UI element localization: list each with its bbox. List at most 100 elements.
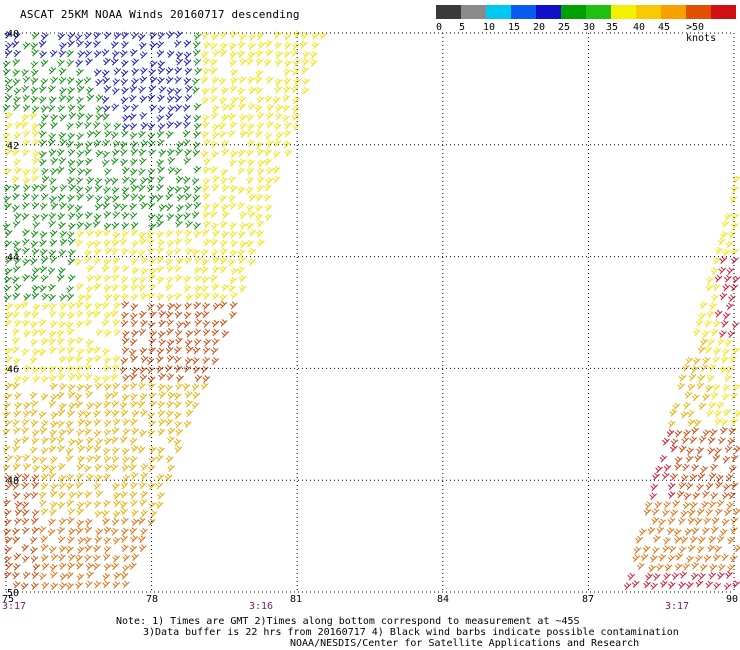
wind-barb bbox=[120, 517, 129, 525]
wind-barb bbox=[246, 113, 255, 122]
wind-barb bbox=[76, 193, 84, 201]
wind-barb bbox=[120, 490, 128, 499]
wind-barb bbox=[21, 212, 30, 221]
wind-barb bbox=[13, 131, 22, 140]
wind-barb bbox=[130, 148, 139, 156]
wind-barb bbox=[275, 50, 283, 59]
wind-barb bbox=[131, 77, 139, 86]
wind-barb bbox=[3, 293, 12, 302]
wind-barb bbox=[157, 239, 165, 247]
wind-barb bbox=[4, 77, 13, 86]
wind-barb bbox=[139, 392, 148, 401]
wind-barb bbox=[710, 491, 719, 500]
wind-barb bbox=[112, 418, 121, 426]
wind-barb bbox=[156, 130, 165, 138]
wind-barb bbox=[57, 104, 66, 113]
wind-barb bbox=[59, 87, 67, 95]
wind-barb bbox=[59, 138, 68, 147]
wind-barb bbox=[184, 202, 193, 211]
wind-barb bbox=[77, 293, 86, 302]
wind-barb bbox=[40, 482, 49, 490]
wind-barb bbox=[675, 552, 684, 561]
wind-barb bbox=[31, 48, 39, 57]
wind-barb bbox=[257, 239, 265, 247]
wind-barb bbox=[238, 158, 246, 167]
wind-barb bbox=[211, 131, 220, 140]
wind-barb bbox=[246, 129, 254, 138]
wind-barb bbox=[221, 86, 229, 95]
wind-barb bbox=[59, 238, 68, 246]
wind-barb bbox=[175, 428, 184, 436]
wind-barb bbox=[165, 283, 173, 291]
wind-barb bbox=[14, 375, 22, 383]
wind-barb bbox=[165, 229, 174, 238]
wind-barb bbox=[129, 131, 138, 140]
wind-barb bbox=[2, 68, 11, 76]
wind-barb bbox=[129, 211, 138, 220]
wind-barb bbox=[49, 508, 57, 517]
wind-barb bbox=[711, 526, 719, 534]
wind-barb bbox=[203, 238, 212, 247]
wind-barb bbox=[111, 221, 120, 230]
wind-barb bbox=[67, 237, 76, 246]
wind-barb bbox=[265, 177, 274, 185]
wind-barb bbox=[662, 437, 670, 446]
wind-barb bbox=[103, 210, 112, 219]
wind-barb bbox=[174, 237, 183, 246]
wind-barb bbox=[59, 202, 67, 210]
wind-barb bbox=[20, 301, 29, 309]
wind-barb bbox=[185, 399, 193, 408]
wind-barb bbox=[110, 40, 119, 49]
wind-barb bbox=[662, 509, 670, 517]
wind-barb bbox=[84, 427, 92, 436]
wind-barb bbox=[77, 546, 85, 554]
wind-barb bbox=[203, 338, 212, 347]
wind-barb bbox=[706, 374, 715, 383]
wind-barb bbox=[31, 193, 39, 202]
wind-barb bbox=[95, 78, 103, 87]
wind-barb bbox=[229, 51, 238, 59]
wind-barb bbox=[202, 192, 211, 201]
wind-barb bbox=[229, 230, 238, 239]
wind-barb bbox=[128, 113, 137, 121]
wind-barb bbox=[58, 481, 67, 490]
wind-barb bbox=[4, 318, 13, 327]
wind-barb bbox=[67, 409, 75, 418]
wind-barb bbox=[49, 49, 58, 58]
wind-barb bbox=[14, 121, 23, 130]
wind-barb bbox=[237, 50, 246, 59]
wind-barb bbox=[678, 517, 686, 526]
wind-barb bbox=[158, 372, 167, 381]
wind-barb bbox=[701, 330, 710, 339]
wind-barb bbox=[192, 365, 201, 374]
wind-barb bbox=[714, 545, 722, 553]
wind-barb bbox=[707, 436, 716, 445]
wind-barb bbox=[708, 571, 717, 580]
wind-barb bbox=[237, 167, 245, 175]
wind-barb bbox=[92, 220, 101, 228]
wind-barb bbox=[701, 527, 710, 535]
wind-barb bbox=[4, 49, 13, 57]
wind-barb bbox=[104, 392, 113, 401]
wind-barb bbox=[121, 464, 130, 472]
wind-barb bbox=[129, 177, 137, 186]
wind-barb bbox=[75, 438, 84, 446]
wind-barb bbox=[130, 400, 139, 409]
wind-barb bbox=[714, 418, 723, 426]
wind-barb bbox=[85, 518, 93, 526]
wind-barb bbox=[140, 122, 149, 130]
wind-barb bbox=[237, 186, 246, 194]
wind-barb bbox=[158, 85, 167, 94]
wind-barb bbox=[185, 220, 193, 229]
wind-barb bbox=[221, 330, 230, 338]
wind-barb bbox=[718, 436, 726, 445]
wind-barb bbox=[103, 383, 112, 391]
scale-label: 15 bbox=[508, 22, 521, 33]
wind-barb bbox=[156, 365, 164, 374]
map-title: ASCAT 25KM NOAA Winds 20160717 descendin… bbox=[20, 8, 300, 21]
scale-label: 0 bbox=[436, 22, 443, 33]
wind-barb bbox=[672, 499, 681, 508]
wind-barb bbox=[720, 319, 729, 328]
wind-barb bbox=[86, 193, 94, 202]
wind-barb bbox=[130, 31, 139, 40]
